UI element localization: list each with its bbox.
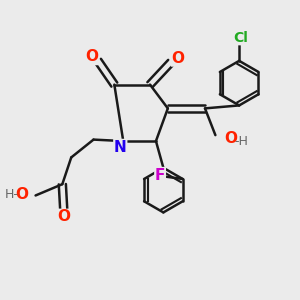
Text: N: N bbox=[114, 140, 127, 154]
Text: O: O bbox=[15, 188, 28, 202]
Text: O: O bbox=[171, 51, 184, 66]
Text: -H: -H bbox=[234, 135, 248, 148]
Text: H-: H- bbox=[5, 188, 19, 201]
Text: O: O bbox=[57, 209, 70, 224]
Text: F: F bbox=[155, 168, 165, 183]
Text: O: O bbox=[224, 131, 237, 146]
Text: O: O bbox=[85, 50, 98, 64]
Text: Cl: Cl bbox=[233, 31, 248, 45]
